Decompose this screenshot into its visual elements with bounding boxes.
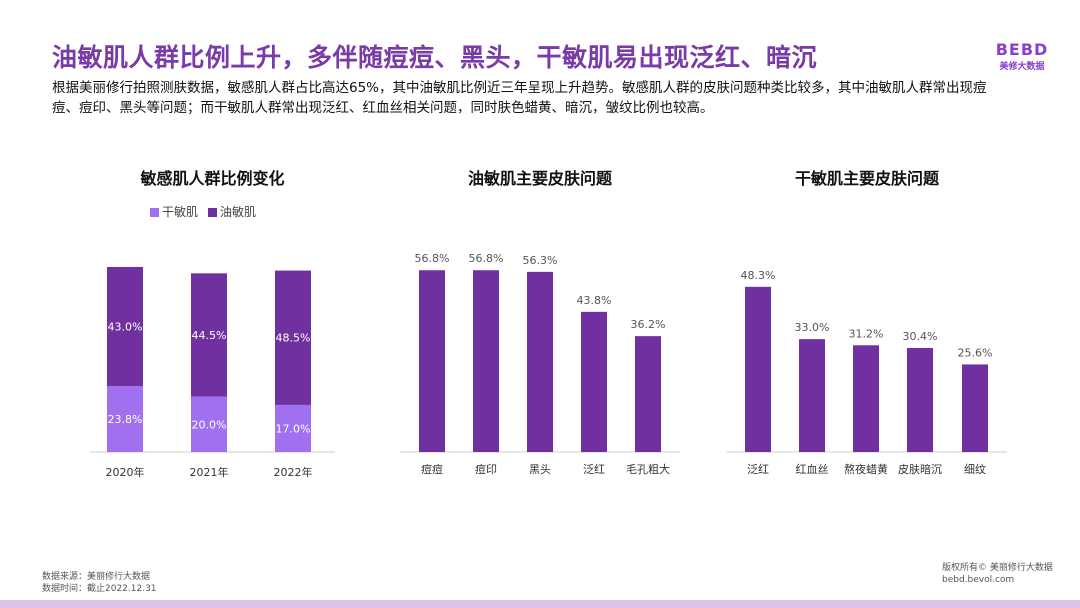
chart3-data-label: 30.4% [903,330,938,343]
chart3-bar [799,339,825,452]
chart3-bar [907,348,933,452]
chart1-data-label: 20.0% [192,418,227,431]
chart2-bar [473,270,499,452]
chart1-tick-label: 2021年 [190,465,229,479]
chart3-data-label: 31.2% [849,327,884,340]
chart3-data-label: 48.3% [741,269,776,282]
chart2-bar [419,270,445,452]
chart2-tick-label: 毛孔粗大 [626,462,670,476]
chart3-tick-label: 皮肤暗沉 [898,462,942,476]
chart2-tick-label: 泛红 [583,463,605,476]
chart3-tick-label: 泛红 [747,463,769,476]
source-text: 数据来源：美丽修行大数据 [42,572,151,582]
chart3-tick-label: 红血丝 [796,462,829,476]
chart3-bar [962,364,988,452]
chart2-bar [635,336,661,452]
page-title: 油敏肌人群比例上升，多伴随痘痘、黑头，干敏肌易出现泛红、暗沉 [52,43,818,72]
chart2-data-label: 56.8% [415,252,450,265]
chart2-title: 油敏肌主要皮肤问题 [467,169,612,188]
chart2-bar [581,311,607,452]
chart2-data-label: 43.8% [577,294,612,307]
chart1-title: 敏感肌人群比例变化 [140,169,285,188]
chart1-bar-dry [107,386,143,452]
chart3-tick-label: 熬夜蜡黄 [844,462,888,476]
chart2-data-label: 36.2% [631,318,666,331]
page-description: 根据美丽修行拍照测肤数据，敏感肌人群占比高达65%，其中油敏肌比例近三年呈现上升… [52,80,987,116]
logo-text: 美修大数据 [999,62,1045,72]
chart2-data-label: 56.3% [523,254,558,267]
site-text: bebd.bevol.com [942,575,1015,585]
legend-label: 干敏肌 [162,205,199,219]
footer-source: 数据来源：美丽修行大数据 数据时间：截止2022.12.31 [42,571,157,595]
chart2-tick-label: 黑头 [529,463,551,476]
chart1-bar-oily [275,270,311,405]
chart1-bar-oily [107,266,143,387]
chart1-tick-label: 2020年 [106,465,145,479]
legend-item-oily: 油敏肌 [208,203,256,220]
chart1-data-label: 23.8% [108,413,143,426]
chart3-bar [745,286,771,452]
logo: BEBD 美修大数据 [992,40,1052,72]
footer-copyright: 版权所有© 美丽修行大数据 bebd.bevol.com [942,562,1053,586]
chart2-tick-label: 痘痘 [421,462,443,476]
chart3-data-label: 25.6% [958,346,993,359]
chart1-data-label: 44.5% [192,329,227,342]
chart1-tick-label: 2022年 [274,465,313,479]
chart1-data-label: 17.0% [276,422,311,435]
copyright-text: 版权所有© 美丽修行大数据 [942,563,1053,573]
legend-item-dry: 干敏肌 [150,203,198,220]
chart2-tick-label: 痘印 [475,462,497,476]
chart1-legend: 干敏肌 油敏肌 [150,203,256,220]
legend-label: 油敏肌 [220,205,257,219]
chart1-data-label: 48.5% [276,332,311,345]
chart2-data-label: 56.8% [469,252,504,265]
chart2-bar [527,271,553,452]
chart1-bar-oily [191,273,227,397]
chart3-bar [853,345,879,452]
chart3-title: 干敏肌主要皮肤问题 [794,169,939,188]
chart1-bar-dry [275,404,311,452]
chart3-data-label: 33.0% [795,321,830,334]
chart1-bar-dry [191,396,227,452]
chart3-tick-label: 细纹 [964,462,986,476]
logo-mark: BEBD [995,40,1049,59]
chart1-data-label: 43.0% [108,321,143,334]
time-text: 数据时间：截止2022.12.31 [42,584,157,594]
bottom-band [0,600,1080,608]
